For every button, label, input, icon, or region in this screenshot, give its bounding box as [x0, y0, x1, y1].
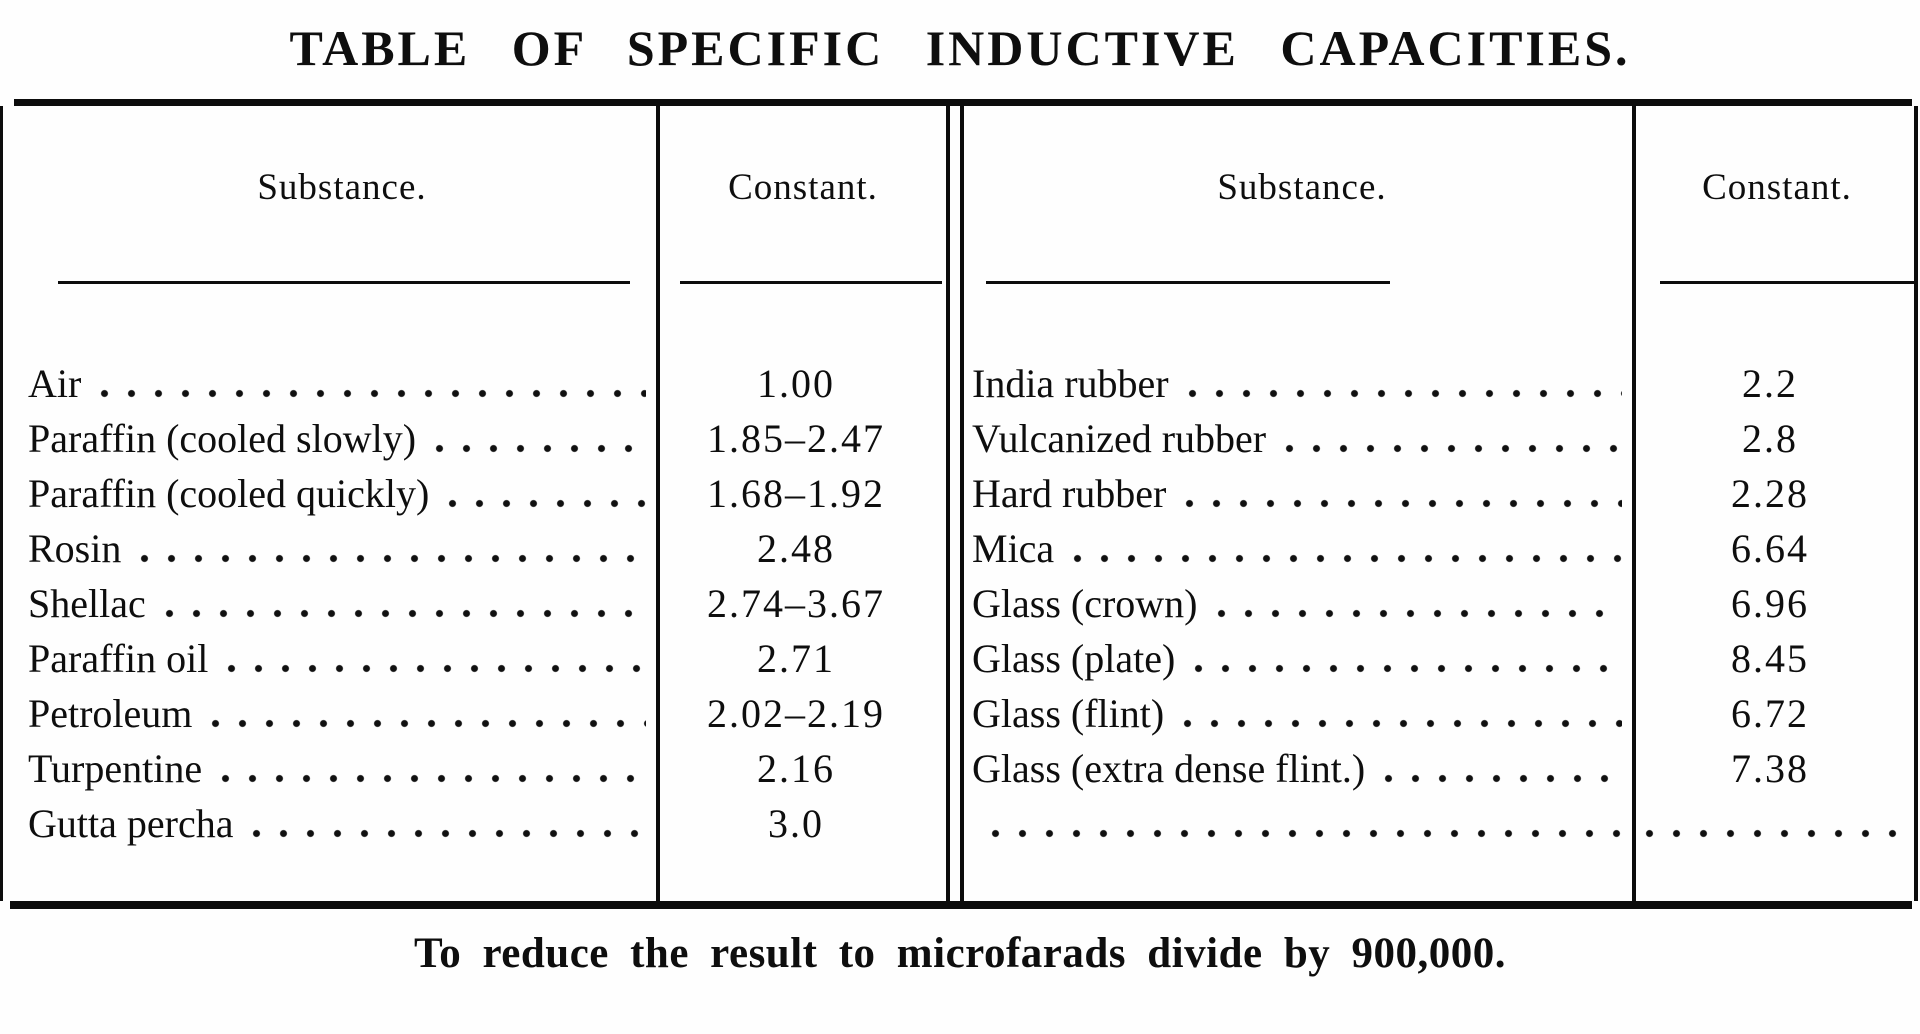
table-row: Glass (plate) 8.45: [972, 631, 1918, 686]
constant-value: [1636, 796, 1916, 851]
dot-leader: [212, 741, 646, 796]
substance-name: Gutta percha: [28, 801, 234, 846]
substance-name: Hard rubber: [972, 471, 1167, 516]
table-row: India rubber 2.2: [972, 356, 1918, 411]
header-underline-right-constant: [1660, 281, 1916, 284]
substance-name: Mica: [972, 526, 1055, 571]
dot-leader: [1064, 521, 1622, 576]
constant-value: 2.28: [1731, 471, 1809, 516]
constant-value: 1.00: [757, 361, 835, 406]
dot-leader: [218, 631, 646, 686]
constant-value: 6.96: [1731, 581, 1809, 626]
left-constant-divider: [656, 106, 660, 901]
column-header-constant-right: Constant.: [1702, 167, 1852, 208]
substance-name: Paraffin oil: [28, 636, 209, 681]
right-edge-rule: [1914, 106, 1918, 901]
constant-value: 8.45: [1731, 636, 1809, 681]
table-row-empty-dots: [972, 796, 1918, 851]
header-underline-left-constant: [680, 281, 942, 284]
bottom-rule: [10, 901, 1912, 909]
table-row: Glass (crown) 6.96: [972, 576, 1918, 631]
constant-value: 2.74–3.67: [707, 581, 885, 626]
dot-leader: [91, 356, 646, 411]
table-row: Shellac 2.74–3.67: [28, 576, 946, 631]
table-row: Paraffin (cooled quickly) 1.68–1.92: [28, 466, 946, 521]
dot-leader: [1207, 576, 1622, 631]
dot-leader: [1276, 411, 1622, 466]
dot-leader: [131, 521, 646, 576]
table-row: Paraffin oil 2.71: [28, 631, 946, 686]
left-edge-rule: [0, 106, 3, 901]
substance-name: Glass (extra dense flint.): [972, 746, 1366, 791]
column-header-constant-left: Constant.: [728, 167, 878, 208]
substance-name: Paraffin (cooled quickly): [28, 471, 430, 516]
dot-leader: [1174, 686, 1622, 741]
constant-value: 6.64: [1731, 526, 1809, 571]
constant-value: 3.0: [768, 801, 824, 846]
table-row: Gutta percha 3.0: [28, 796, 946, 851]
substance-name: Shellac: [28, 581, 146, 626]
dot-leader: [439, 466, 646, 521]
center-double-rule-b: [960, 106, 964, 901]
table-right-half: India rubber 2.2 Vulcanized rubber 2.8 H…: [972, 356, 1918, 851]
top-rule: [14, 99, 1912, 106]
table-left-half: Air 1.00 Paraffin (cooled slowly) 1.85–2…: [28, 356, 946, 851]
constant-value: 7.38: [1731, 746, 1809, 791]
header-underline-right-substance: [986, 281, 1390, 284]
column-header-substance-right: Substance.: [1217, 167, 1387, 208]
constant-value: 6.72: [1731, 691, 1809, 736]
dot-leader: [202, 686, 646, 741]
constant-value: 2.2: [1742, 361, 1798, 406]
page-title: TABLE OF SPECIFIC INDUCTIVE CAPACITIES.: [289, 20, 1631, 76]
constant-value: 1.85–2.47: [707, 416, 885, 461]
dot-leader: [1178, 356, 1622, 411]
dot-leader: [1185, 631, 1622, 686]
header-underline-left-substance: [58, 281, 630, 284]
substance-name: Vulcanized rubber: [972, 416, 1267, 461]
table-row: Vulcanized rubber 2.8: [972, 411, 1918, 466]
dot-leader: [982, 796, 1622, 851]
dot-leader: [426, 411, 646, 466]
table-row: Glass (extra dense flint.) 7.38: [972, 741, 1918, 796]
constant-value: 2.16: [757, 746, 835, 791]
substance-name: Paraffin (cooled slowly): [28, 416, 417, 461]
substance-name: Petroleum: [28, 691, 193, 736]
substance-name: Rosin: [28, 526, 122, 571]
dot-leader: [155, 576, 646, 631]
substance-name: Glass (plate): [972, 636, 1176, 681]
table-row: Air 1.00: [28, 356, 946, 411]
constant-value: 2.8: [1742, 416, 1798, 461]
table-row: Glass (flint) 6.72: [972, 686, 1918, 741]
table-row: Mica 6.64: [972, 521, 1918, 576]
dot-leader: [1176, 466, 1622, 521]
table-row: Hard rubber 2.28: [972, 466, 1918, 521]
dot-leader: [243, 796, 646, 851]
constant-value: 2.48: [757, 526, 835, 571]
substance-name: Turpentine: [28, 746, 203, 791]
column-header-substance-left: Substance.: [257, 167, 427, 208]
right-constant-divider: [1632, 106, 1636, 901]
table-row: Paraffin (cooled slowly) 1.85–2.47: [28, 411, 946, 466]
constant-value: 2.71: [757, 636, 835, 681]
table-row: Turpentine 2.16: [28, 741, 946, 796]
constant-value: 1.68–1.92: [707, 471, 885, 516]
center-double-rule-a: [946, 106, 950, 901]
table-row: Rosin 2.48: [28, 521, 946, 576]
substance-name: India rubber: [972, 361, 1169, 406]
table-row: Petroleum 2.02–2.19: [28, 686, 946, 741]
constant-value: 2.02–2.19: [707, 691, 885, 736]
substance-name: Glass (crown): [972, 581, 1198, 626]
dot-leader: [1375, 741, 1622, 796]
footnote: To reduce the result to microfarads divi…: [413, 930, 1506, 977]
substance-name: Air: [28, 361, 82, 406]
substance-name: Glass (flint): [972, 691, 1165, 736]
